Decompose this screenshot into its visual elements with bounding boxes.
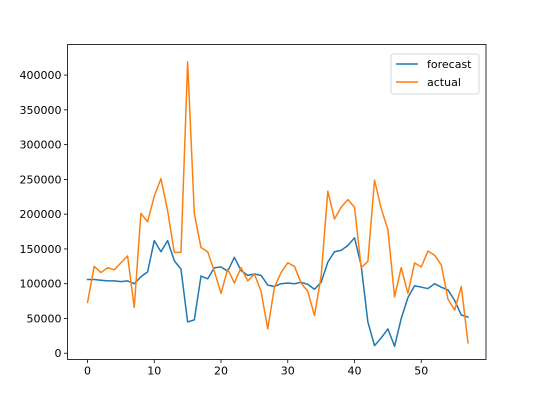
legend-label-actual: actual: [427, 76, 461, 89]
x-tick-label: 0: [84, 365, 91, 378]
y-tick-label: 50000: [27, 312, 62, 325]
y-tick-label: 150000: [20, 243, 62, 256]
plot-area: 0 10 20 30 40 50 0 50000 100000 150000 200000 25000…: [20, 44, 487, 378]
y-tick-label: 0: [55, 347, 62, 360]
axes-frame: [67, 44, 487, 360]
x-tick-label: 20: [214, 365, 228, 378]
x-tick-label: 10: [147, 365, 161, 378]
legend-label-forecast: forecast: [427, 58, 472, 71]
legend: forecast actual: [390, 53, 480, 95]
series-line-forecast: [86, 237, 469, 348]
y-tick-label: 250000: [20, 173, 62, 186]
y-tick-label: 350000: [20, 104, 62, 117]
x-tick-label: 40: [348, 365, 362, 378]
y-tick-label: 100000: [20, 278, 62, 291]
y-tick-label: 300000: [20, 139, 62, 152]
x-tick-label: 50: [414, 365, 428, 378]
series-line-actual: [86, 61, 469, 344]
y-tick-label: 200000: [20, 208, 62, 221]
x-tick-label: 30: [281, 365, 295, 378]
y-tick-label: 400000: [20, 69, 62, 82]
